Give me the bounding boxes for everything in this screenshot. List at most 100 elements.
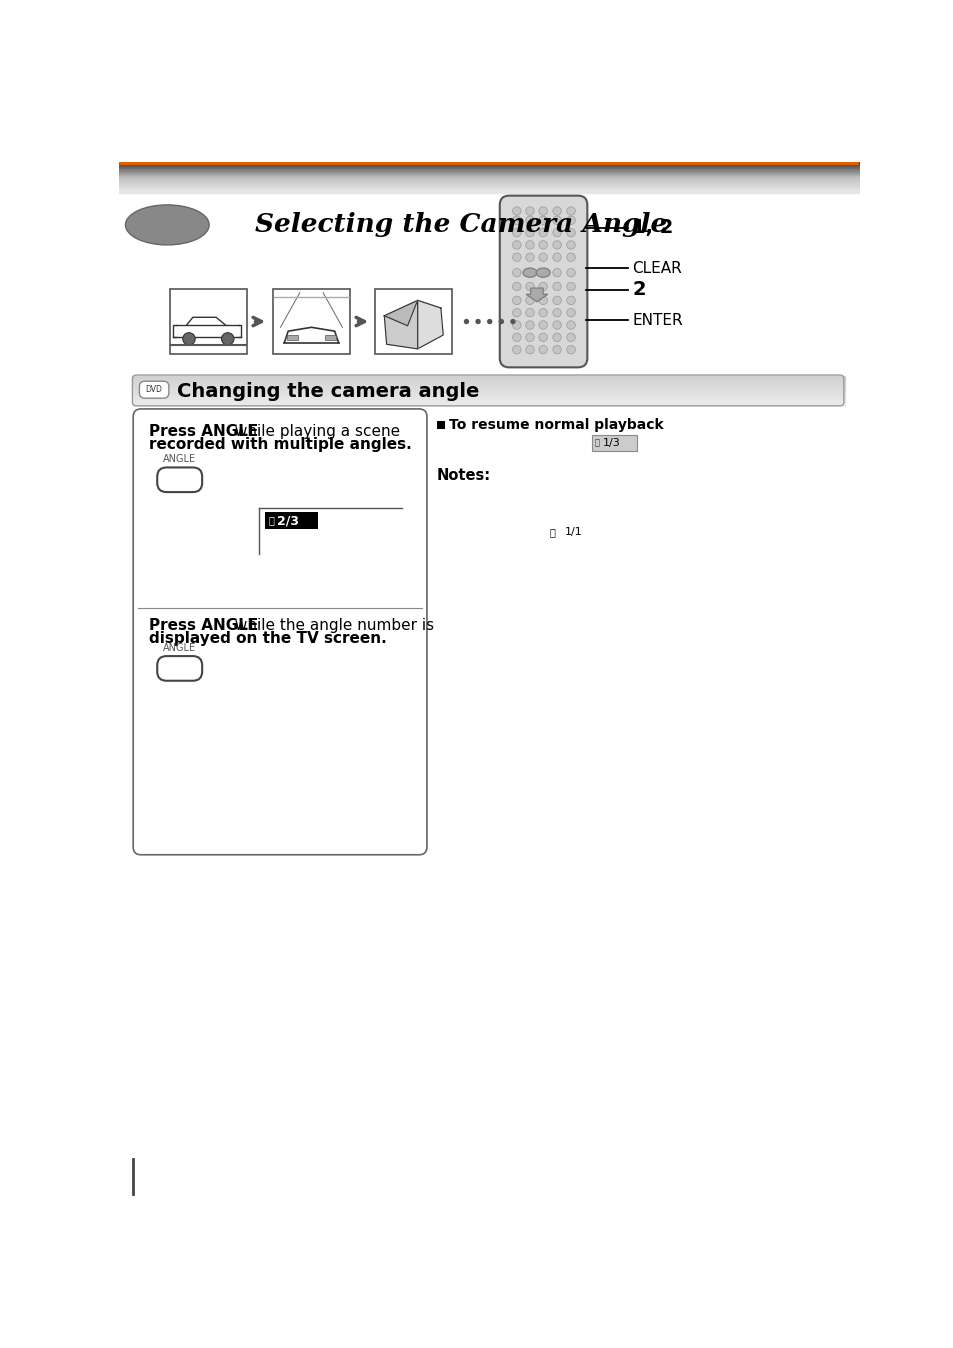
Text: ⛷: ⛷: [549, 527, 555, 537]
Circle shape: [510, 319, 516, 325]
Circle shape: [566, 321, 575, 329]
Circle shape: [566, 297, 575, 305]
Ellipse shape: [125, 205, 209, 245]
Circle shape: [553, 253, 560, 262]
Ellipse shape: [536, 268, 550, 278]
Text: Selecting the Camera Angle: Selecting the Camera Angle: [254, 213, 666, 237]
FancyBboxPatch shape: [157, 468, 202, 492]
Circle shape: [525, 206, 534, 216]
Circle shape: [553, 321, 560, 329]
Circle shape: [538, 297, 547, 305]
Circle shape: [538, 241, 547, 249]
Circle shape: [486, 319, 492, 325]
Circle shape: [525, 333, 534, 341]
Text: while playing a scene: while playing a scene: [230, 423, 399, 438]
Bar: [592, 435, 637, 450]
Bar: [436, 421, 444, 429]
Circle shape: [525, 253, 534, 262]
Circle shape: [553, 309, 560, 317]
Circle shape: [566, 309, 575, 317]
Circle shape: [538, 309, 547, 317]
Circle shape: [512, 216, 520, 225]
Circle shape: [566, 206, 575, 216]
Circle shape: [566, 345, 575, 355]
Text: ANGLE: ANGLE: [163, 454, 196, 464]
Circle shape: [566, 228, 575, 237]
Circle shape: [525, 321, 534, 329]
Circle shape: [512, 345, 520, 355]
Text: 1/1: 1/1: [564, 527, 582, 537]
Text: DVD: DVD: [146, 386, 162, 394]
Circle shape: [221, 333, 233, 345]
Text: 2: 2: [632, 280, 645, 299]
Circle shape: [525, 216, 534, 225]
Text: 2/3: 2/3: [277, 514, 299, 527]
Circle shape: [538, 253, 547, 262]
Bar: [170, 288, 247, 355]
Circle shape: [512, 297, 520, 305]
Circle shape: [525, 268, 534, 276]
Circle shape: [512, 253, 520, 262]
Circle shape: [525, 297, 534, 305]
Bar: [265, 512, 317, 528]
Circle shape: [463, 319, 469, 325]
Polygon shape: [417, 301, 443, 349]
FancyBboxPatch shape: [499, 195, 587, 368]
Circle shape: [566, 282, 575, 291]
Circle shape: [183, 333, 195, 345]
Polygon shape: [384, 301, 417, 349]
Circle shape: [538, 206, 547, 216]
Text: 1, 2: 1, 2: [632, 218, 673, 237]
Text: ENTER: ENTER: [632, 313, 682, 328]
FancyBboxPatch shape: [133, 408, 427, 855]
Circle shape: [566, 333, 575, 341]
Circle shape: [538, 345, 547, 355]
Circle shape: [525, 282, 534, 291]
Circle shape: [525, 241, 534, 249]
Circle shape: [538, 228, 547, 237]
Circle shape: [512, 321, 520, 329]
Circle shape: [566, 253, 575, 262]
Circle shape: [512, 206, 520, 216]
Circle shape: [512, 228, 520, 237]
Circle shape: [512, 309, 520, 317]
Circle shape: [525, 345, 534, 355]
Circle shape: [475, 319, 480, 325]
Circle shape: [525, 228, 534, 237]
Circle shape: [553, 345, 560, 355]
Circle shape: [553, 282, 560, 291]
Circle shape: [553, 241, 560, 249]
FancyBboxPatch shape: [139, 381, 169, 398]
Text: ⛷: ⛷: [594, 438, 598, 448]
Circle shape: [553, 268, 560, 276]
Text: Changing the camera angle: Changing the camera angle: [176, 381, 478, 400]
Text: displayed on the TV screen.: displayed on the TV screen.: [149, 631, 386, 647]
Bar: [273, 288, 350, 355]
Circle shape: [538, 333, 547, 341]
Bar: [375, 288, 452, 355]
Text: CLEAR: CLEAR: [632, 260, 681, 275]
Polygon shape: [384, 301, 440, 326]
Circle shape: [553, 333, 560, 341]
Text: ⛷: ⛷: [268, 515, 274, 526]
Circle shape: [566, 268, 575, 276]
Text: 1/3: 1/3: [602, 438, 620, 448]
Circle shape: [538, 268, 547, 276]
Circle shape: [566, 216, 575, 225]
Text: Press ANGLE: Press ANGLE: [149, 423, 257, 438]
Circle shape: [553, 206, 560, 216]
Circle shape: [566, 241, 575, 249]
Circle shape: [538, 321, 547, 329]
Circle shape: [512, 333, 520, 341]
Bar: [325, 336, 335, 341]
Circle shape: [553, 216, 560, 225]
Bar: [286, 336, 297, 341]
Text: recorded with multiple angles.: recorded with multiple angles.: [149, 437, 411, 453]
Text: while the angle number is: while the angle number is: [230, 617, 434, 632]
Circle shape: [553, 228, 560, 237]
FancyBboxPatch shape: [157, 656, 202, 681]
Circle shape: [538, 282, 547, 291]
Polygon shape: [525, 288, 547, 302]
Ellipse shape: [522, 268, 537, 278]
Circle shape: [512, 268, 520, 276]
